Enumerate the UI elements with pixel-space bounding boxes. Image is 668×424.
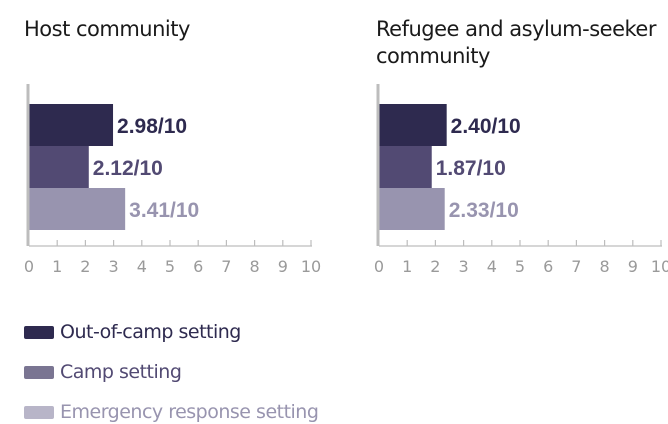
data-label-host-1: 2.12/10	[93, 157, 163, 180]
data-label-host-0: 2.98/10	[117, 115, 187, 138]
bar-refugee-2	[379, 188, 445, 230]
legend-swatch-emergency	[24, 405, 54, 419]
x-tick-label-host-9: 9	[278, 257, 288, 276]
legend-label-emergency: Emergency response setting	[60, 401, 319, 423]
x-tick-label-host-8: 8	[250, 257, 260, 276]
x-tick-label-refugee-6: 6	[543, 257, 553, 276]
x-tick-label-host-5: 5	[165, 257, 175, 276]
bar-refugee-0	[379, 104, 447, 146]
x-tick-label-refugee-9: 9	[628, 257, 638, 276]
data-label-refugee-0: 2.40/10	[451, 115, 521, 138]
x-tick-label-refugee-8: 8	[600, 257, 610, 276]
legend-item-camp: Camp setting	[24, 360, 182, 384]
bar-host-0	[29, 104, 114, 146]
x-tick-label-host-0: 0	[24, 257, 34, 276]
x-tick-label-host-10: 10	[301, 257, 321, 276]
data-label-refugee-2: 2.33/10	[449, 199, 519, 222]
bar-host-1	[29, 146, 89, 188]
chart-title-refugee: Refugee and asylum-seeker community	[376, 17, 656, 68]
x-tick-label-refugee-7: 7	[571, 257, 581, 276]
x-tick-label-host-6: 6	[193, 257, 203, 276]
legend-item-emergency: Emergency response setting	[24, 400, 319, 424]
legend-label-out-of-camp: Out-of-camp setting	[60, 321, 241, 343]
bar-charts: 2.98/102.12/103.41/100 1 2 3 4 5 6 7 8 9 102.40/10…	[24, 84, 668, 276]
x-tick-label-host-7: 7	[221, 257, 231, 276]
x-tick-label-refugee-0: 0	[374, 257, 384, 276]
chart-title-host: Host community	[24, 17, 190, 41]
bar-host-2	[29, 188, 126, 230]
legend-swatch-out-of-camp	[24, 325, 54, 339]
x-tick-label-refugee-4: 4	[487, 257, 497, 276]
bar-refugee-1	[379, 146, 432, 188]
data-label-refugee-1: 1.87/10	[436, 157, 506, 180]
x-tick-label-refugee-5: 5	[515, 257, 525, 276]
x-tick-label-refugee-2: 2	[430, 257, 440, 276]
x-tick-label-refugee-3: 3	[459, 257, 469, 276]
data-label-host-2: 3.41/10	[129, 199, 199, 222]
legend-label-camp: Camp setting	[60, 361, 182, 383]
legend-swatch-camp	[24, 365, 54, 379]
x-tick-label-host-4: 4	[137, 257, 147, 276]
x-tick-label-refugee-10: 10	[651, 257, 668, 276]
x-tick-label-host-3: 3	[109, 257, 119, 276]
x-tick-label-host-2: 2	[80, 257, 90, 276]
legend-item-out-of-camp: Out-of-camp setting	[24, 320, 241, 344]
x-tick-label-refugee-1: 1	[402, 257, 412, 276]
x-tick-label-host-1: 1	[52, 257, 62, 276]
